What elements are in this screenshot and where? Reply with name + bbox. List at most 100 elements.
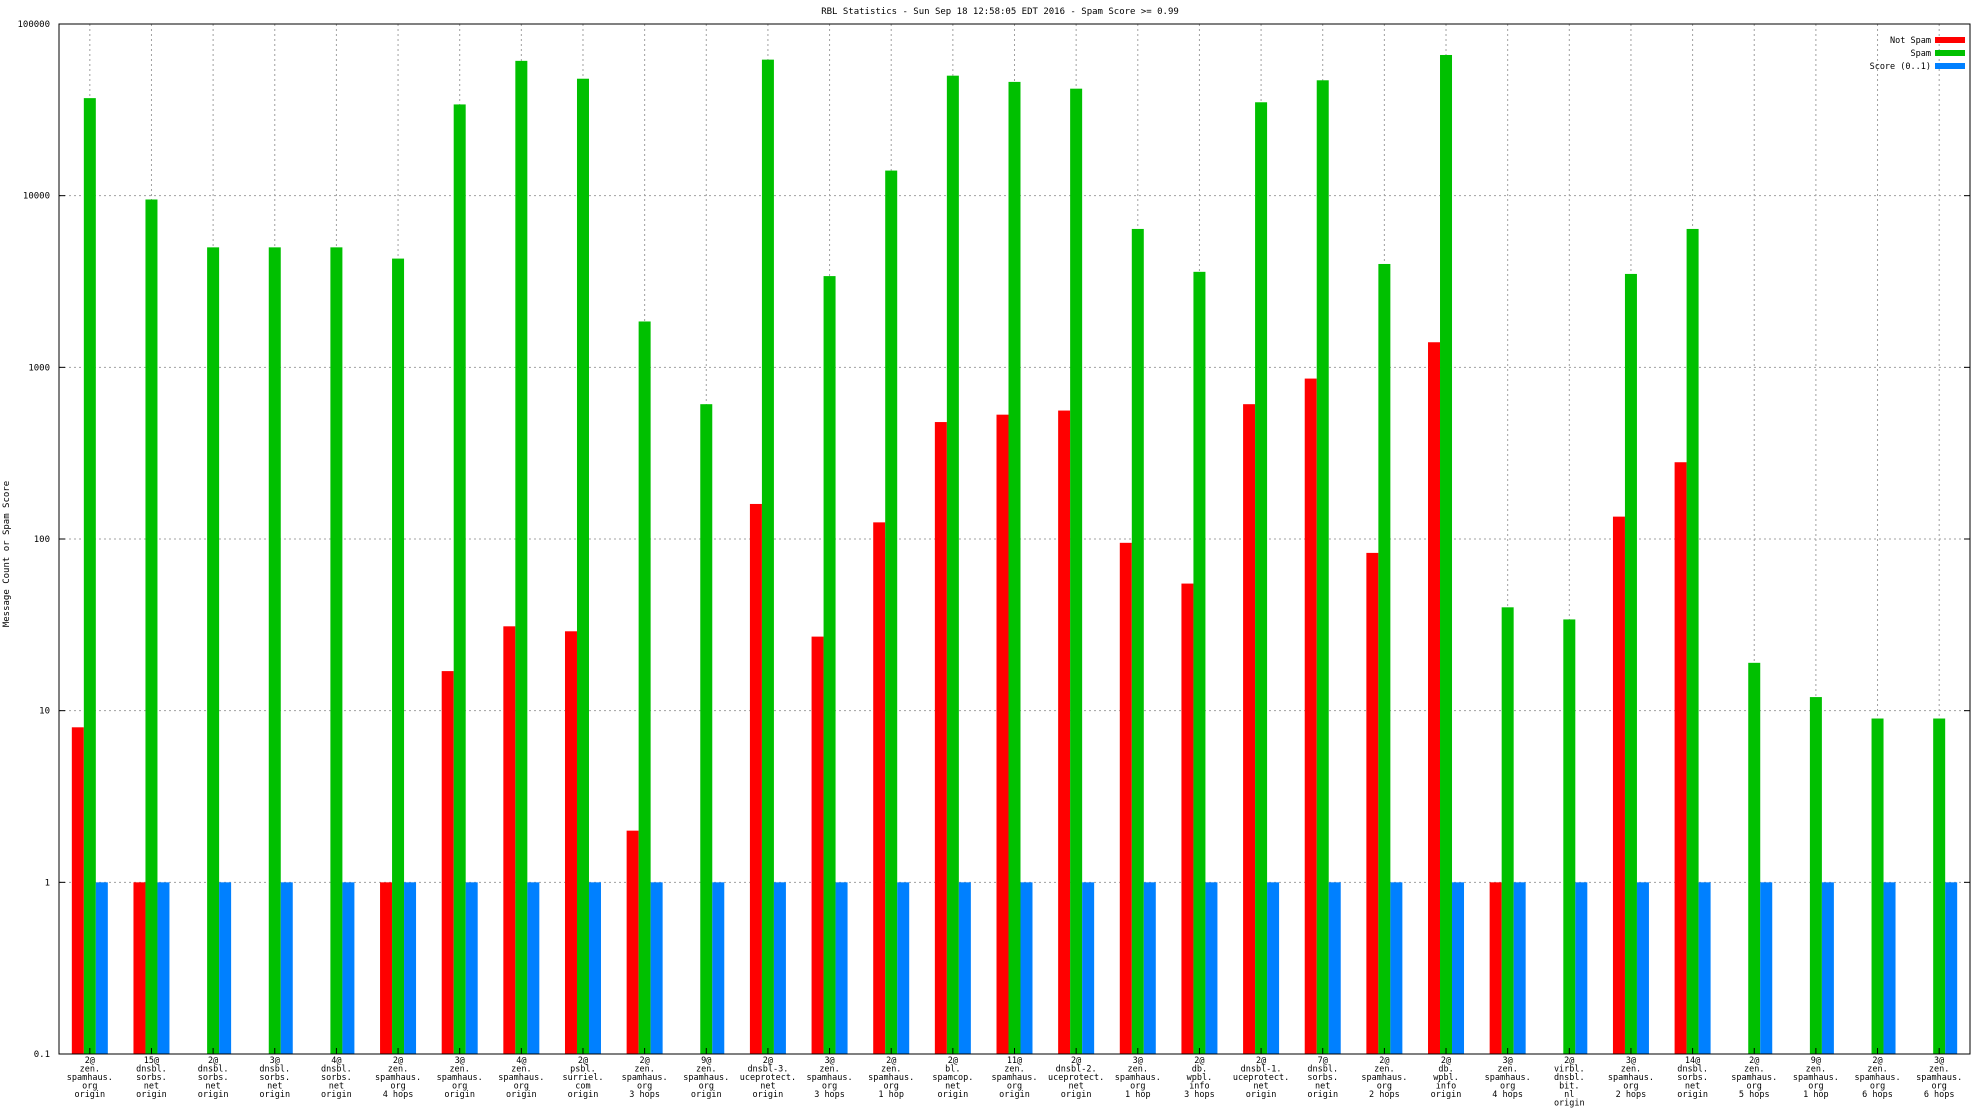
bar-spam [1255,102,1268,1055]
bar-spam [1809,697,1822,1054]
bar-spam [1070,88,1083,1054]
bar-spam [1131,228,1144,1055]
bar-spam [1440,54,1453,1055]
bar-not-spam [749,503,762,1054]
bar-score [1513,882,1526,1054]
bar-score [1698,882,1711,1054]
bar-score [1636,882,1649,1054]
bar-spam [268,247,281,1054]
x-tick-label: 2@ psbl. surriel. com origin [563,1056,604,1100]
bar-spam [885,170,898,1054]
bar-spam [83,98,96,1055]
bar-spam [1563,619,1576,1054]
bar-score [157,882,170,1054]
legend-swatch [1935,50,1965,56]
x-axis-labels: 2@ zen. spamhaus. org origin 15@ dnsbl. sorbs. n… [67,1056,1962,1109]
bar-not-spam [873,522,886,1054]
x-tick-label: 7@ dnsbl. sorbs. net origin [1307,1056,1338,1100]
bar-not-spam [1489,882,1502,1054]
x-tick-label: 3@ zen. spamhaus. org 2 hops [1608,1056,1654,1100]
bar-spam [515,60,528,1055]
x-tick-label: 2@ virbl. dnsbl. bit. nl origin [1554,1056,1585,1109]
x-tick-label: 2@ zen. spamhaus. org 1 hop [868,1056,914,1100]
x-tick-label: 11@ zen. spamhaus. org origin [991,1056,1037,1100]
bar-score [1452,882,1465,1054]
bar-spam [1624,273,1637,1054]
bar-not-spam [626,830,639,1054]
legend-swatch [1935,63,1965,69]
bar-not-spam [1612,516,1625,1054]
bar-spam [1501,607,1514,1054]
bar-not-spam [1058,410,1071,1055]
bar-spam [946,75,959,1054]
bar-score [712,882,725,1054]
bar-spam [1008,81,1021,1054]
x-tick-label: 2@ dnsbl-1. uceprotect. net origin [1233,1056,1289,1100]
legend-swatch [1935,37,1965,43]
legend: Not Spam Spam Score (0..1) [1870,36,1965,72]
bar-spam [1316,80,1329,1055]
bar-score [465,882,478,1054]
x-tick-label: 2@ zen. spamhaus. org 6 hops [1855,1056,1901,1100]
bar-score [404,882,417,1054]
bar-not-spam [811,636,824,1054]
bar-score [1205,882,1218,1054]
x-tick-label: 2@ zen. spamhaus. org 3 hops [622,1056,668,1100]
x-tick-label: 2@ db. wpbl. info origin [1431,1056,1462,1100]
legend-label: Spam [1911,49,1931,59]
bar-score [1328,882,1341,1054]
bar-spam [1686,228,1699,1055]
x-tick-label: 3@ zen. spamhaus. org origin [437,1056,483,1100]
y-tick-label: 1000 [28,363,50,373]
bar-score [280,882,293,1054]
bar-not-spam [71,727,84,1054]
bar-score [1020,882,1033,1054]
bar-not-spam [503,626,516,1054]
bar-score [958,882,971,1054]
chart-title: RBL Statistics - Sun Sep 18 12:58:05 EDT… [821,7,1179,17]
bar-not-spam [1304,378,1317,1054]
bar-score [527,882,540,1054]
bar-not-spam [1366,552,1379,1054]
x-tick-label: 3@ zen. spamhaus. org 3 hops [807,1056,853,1100]
bar-not-spam [934,422,947,1054]
bars [71,54,1958,1055]
x-tick-label: 14@ dnsbl. sorbs. net origin [1677,1056,1708,1100]
x-tick-label: 2@ dnsbl-2. uceprotect. net origin [1048,1056,1104,1100]
bar-not-spam [1243,404,1256,1054]
bar-spam [576,78,589,1054]
bar-score [650,882,663,1054]
y-tick-label: 100000 [17,20,50,30]
bar-score [588,882,601,1054]
y-tick-label: 10 [39,707,50,717]
bar-spam [145,199,158,1054]
bar-not-spam [133,882,146,1054]
legend-label: Score (0..1) [1870,62,1931,72]
legend-label: Not Spam [1890,36,1931,46]
bar-spam [638,321,651,1054]
x-tick-label: 2@ dnsbl. sorbs. net origin [198,1056,229,1100]
plot-frame [58,23,1971,1055]
x-tick-label: 9@ zen. spamhaus. org origin [683,1056,729,1100]
x-tick-label: 9@ zen. spamhaus. org 1 hop [1793,1056,1839,1100]
bar-score [95,882,108,1054]
bar-spam [1933,718,1946,1054]
y-tick-label: 1 [45,878,50,888]
x-tick-label: 15@ dnsbl. sorbs. net origin [136,1056,167,1100]
x-tick-label: 3@ dnsbl. sorbs. net origin [259,1056,290,1100]
bar-spam [1871,718,1884,1054]
bar-spam [823,276,836,1054]
x-tick-label: 2@ bl. spamcop. net origin [932,1056,973,1100]
bar-spam [453,104,466,1055]
bar-score [897,882,910,1054]
bar-not-spam [1674,462,1687,1054]
x-tick-label: 4@ zen. spamhaus. org origin [498,1056,544,1100]
bar-score [1883,882,1896,1054]
x-tick-label: 2@ db. wpbl. info 3 hops [1184,1056,1215,1100]
bar-score [1821,882,1834,1054]
bar-not-spam [1181,583,1194,1054]
bar-score [1082,882,1095,1054]
bar-spam [1193,271,1206,1055]
bar-not-spam [1428,342,1441,1054]
